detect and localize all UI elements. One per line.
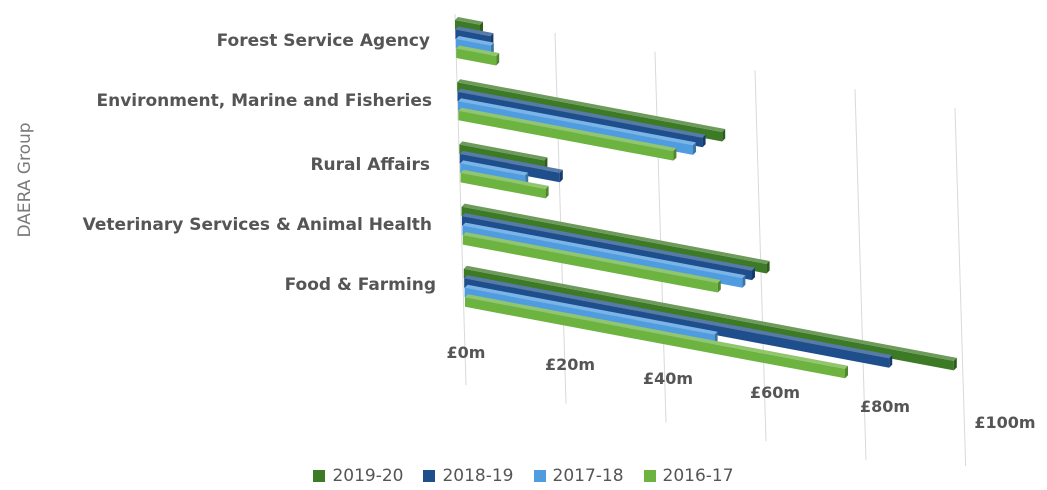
bar-end <box>889 355 893 368</box>
gridline <box>654 51 667 423</box>
bar-end <box>717 280 721 293</box>
bar-top <box>465 294 848 369</box>
legend-item: 2016-17 <box>643 466 734 486</box>
legend-item: 2018-19 <box>423 466 514 486</box>
y-axis-title: DAERA Group <box>15 122 35 237</box>
legend-label: 2019-20 <box>332 466 404 486</box>
gridline <box>754 70 767 442</box>
x-tick-label: £0m <box>447 343 486 362</box>
bar-top <box>459 150 563 173</box>
bar-top <box>460 169 549 189</box>
bar-top <box>462 232 721 284</box>
bar-top <box>455 17 483 25</box>
bar <box>464 275 893 368</box>
bar-end <box>742 275 746 288</box>
legend-swatch <box>423 470 436 482</box>
bar-end <box>766 260 770 274</box>
legend-swatch <box>643 470 656 482</box>
bar-face <box>459 153 560 183</box>
bar-end <box>752 267 755 281</box>
bar-top <box>461 203 770 264</box>
bar-end <box>693 142 696 155</box>
legend-label: 2016-17 <box>662 466 734 486</box>
bar <box>465 294 848 379</box>
category-label: Rural Affairs <box>310 155 430 175</box>
x-tick-label: £100m <box>974 413 1035 432</box>
bar-end <box>702 134 706 148</box>
bar-top <box>458 107 677 152</box>
gridline <box>854 89 867 461</box>
category-label: Forest Service Agency <box>217 31 430 51</box>
bar-face <box>462 235 718 293</box>
bar-top <box>455 36 494 46</box>
bars <box>455 17 957 379</box>
legend-label: 2017-18 <box>552 466 624 486</box>
legend-label: 2018-19 <box>442 466 514 486</box>
bar-top <box>464 284 718 335</box>
bar-end <box>545 185 549 199</box>
legend-swatch <box>313 470 326 482</box>
bar-top <box>462 222 746 279</box>
bar-end <box>722 129 726 142</box>
bar-top <box>464 275 893 359</box>
bar-top <box>462 213 755 271</box>
bar-top <box>455 26 494 37</box>
legend-swatch <box>533 470 546 482</box>
bar <box>458 107 677 161</box>
bar-top <box>458 98 696 146</box>
gridline <box>454 13 467 386</box>
x-tick-label: £20m <box>545 355 595 374</box>
bar-end <box>559 169 563 183</box>
bar <box>460 169 549 199</box>
bar-top <box>456 45 500 57</box>
bar <box>459 150 563 183</box>
x-tick-labels: £0m £20m £40m £60m £80m £100m <box>447 343 1036 432</box>
bar <box>462 232 721 293</box>
bar-end <box>496 53 500 66</box>
category-labels: Forest Service Agency Environment, Marine… <box>83 31 436 295</box>
bar-top <box>463 265 957 361</box>
gridline <box>954 107 967 466</box>
legend-item: 2017-18 <box>533 466 624 486</box>
gridline <box>554 32 567 404</box>
bar-top <box>459 141 548 161</box>
bar-top <box>460 160 529 176</box>
x-tick-label: £40m <box>643 369 693 388</box>
category-label: Environment, Marine and Fisheries <box>96 91 432 111</box>
bar-end <box>845 365 848 379</box>
x-tick-label: £80m <box>860 397 910 416</box>
bar-face <box>458 110 674 161</box>
bar-top <box>457 79 726 133</box>
bar-face <box>456 48 497 66</box>
bar-end <box>673 148 677 161</box>
bar-top <box>457 88 706 138</box>
chart: Forest Service Agency Environment, Marine… <box>15 13 1036 466</box>
legend: 2019-20 2018-19 2017-18 2016-17 <box>0 466 1047 486</box>
gridlines <box>454 13 967 466</box>
x-tick-label: £60m <box>750 383 800 402</box>
bar-face <box>465 297 845 379</box>
bar-end <box>953 357 957 371</box>
bar <box>456 45 500 66</box>
legend-item: 2019-20 <box>313 466 403 486</box>
bar-face <box>460 172 546 199</box>
category-label: Veterinary Services & Animal Health <box>83 215 432 235</box>
bar-face <box>464 278 890 368</box>
category-label: Food & Farming <box>285 275 436 295</box>
